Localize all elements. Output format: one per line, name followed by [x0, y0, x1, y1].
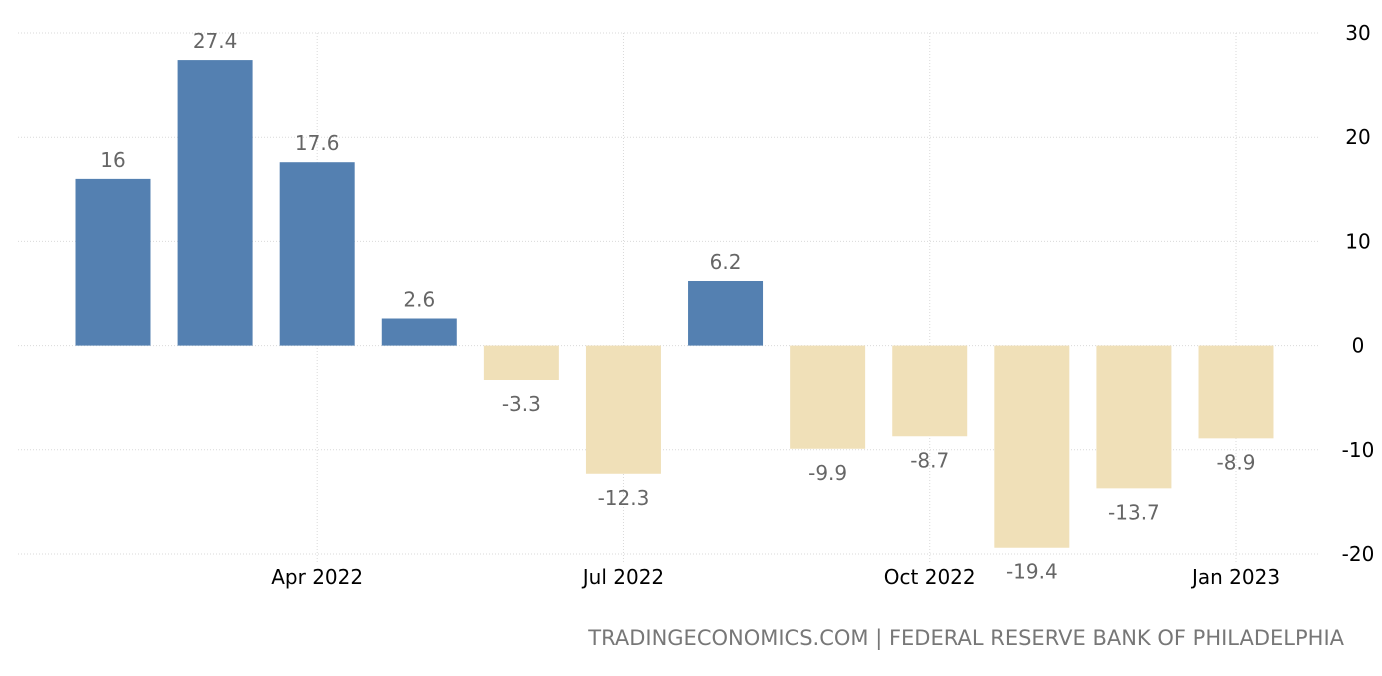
bar: [279, 162, 355, 346]
bar: [1096, 345, 1172, 489]
y-tick-label: 10: [1345, 229, 1370, 253]
bar: [381, 318, 457, 346]
data-label: 27.4: [193, 29, 238, 53]
data-label: -13.7: [1108, 500, 1160, 524]
bar: [483, 345, 559, 380]
data-label: -9.9: [808, 461, 847, 485]
y-tick-label: -20: [1342, 542, 1375, 566]
bar: [75, 178, 151, 346]
y-tick-label: 30: [1345, 21, 1370, 45]
y-tick-label: -10: [1342, 438, 1375, 462]
source-caption: TRADINGECONOMICS.COM | FEDERAL RESERVE B…: [587, 626, 1344, 651]
data-label: 2.6: [403, 288, 435, 312]
data-labels: 16 27.4 17.6 2.6 -3.3 -12.3 6.2 -9.9 -8.7 -19.4 -1…: [100, 29, 1255, 584]
data-label: -3.3: [502, 392, 541, 416]
x-tick-label: Apr 2022: [271, 565, 363, 589]
y-axis: 30 20 10 0 -10 -20: [1342, 21, 1375, 566]
bar: [585, 345, 661, 474]
bar: [892, 345, 968, 437]
bar: [688, 280, 764, 346]
data-label: -8.9: [1216, 450, 1255, 474]
y-tick-label: 20: [1345, 125, 1370, 149]
data-label: 16: [100, 148, 125, 172]
data-label: 17.6: [295, 131, 340, 155]
x-axis: Apr 2022 Jul 2022 Oct 2022 Jan 2023: [271, 565, 1280, 589]
y-tick-label: 0: [1352, 334, 1365, 358]
data-label: -8.7: [910, 448, 949, 472]
data-label: 6.2: [710, 250, 742, 274]
x-tick-label: Jan 2023: [1190, 565, 1280, 589]
data-label: -19.4: [1006, 560, 1058, 584]
x-tick-label: Jul 2022: [581, 565, 664, 589]
bars: [75, 60, 1274, 548]
x-tick-label: Oct 2022: [884, 565, 976, 589]
bar: [1198, 345, 1274, 439]
data-label: -12.3: [598, 486, 650, 510]
bar: [790, 345, 866, 449]
bar: [994, 345, 1070, 548]
bar: [177, 60, 253, 346]
